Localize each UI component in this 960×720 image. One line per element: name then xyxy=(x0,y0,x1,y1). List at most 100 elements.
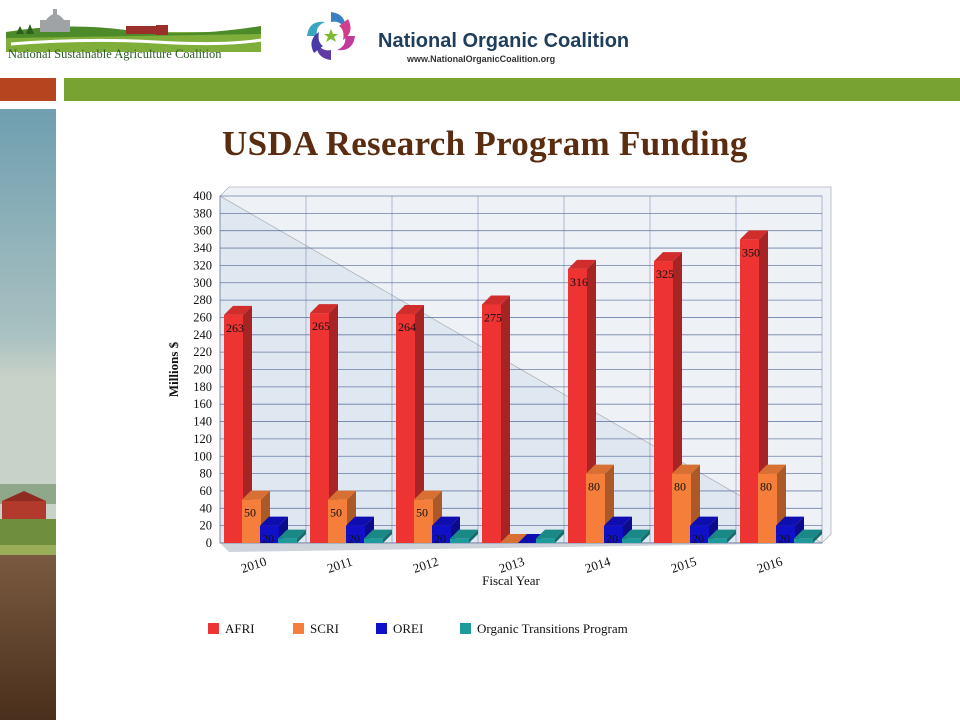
data-label: 263 xyxy=(226,321,244,335)
legend-item-afri: AFRI xyxy=(208,621,255,636)
bar-top xyxy=(310,304,338,314)
bar-organic-transitions-program-2010 xyxy=(278,529,306,543)
legend-label: Organic Transitions Program xyxy=(477,621,628,636)
bar-top xyxy=(278,529,306,539)
bar-side xyxy=(641,529,650,543)
bar-front xyxy=(224,314,243,543)
y-tick-label: 280 xyxy=(193,293,212,307)
bar-top xyxy=(242,490,270,500)
y-tick-label: 80 xyxy=(200,467,213,481)
bar-top xyxy=(482,295,510,305)
bar-front xyxy=(260,525,279,543)
data-label: 20 xyxy=(262,532,274,546)
bar-front xyxy=(758,473,777,543)
funding-chart: 0 20 40 60 80 100 120 140 160 180 200 220 240 260 280 3… xyxy=(166,186,832,636)
nsac-logo xyxy=(6,9,262,52)
bar-scri-2015 xyxy=(672,464,700,543)
data-label: 20 xyxy=(692,532,704,546)
bar-front xyxy=(364,538,383,543)
bar-front xyxy=(740,239,759,543)
data-label: 325 xyxy=(656,267,674,281)
bar-top xyxy=(622,529,650,539)
bar-top xyxy=(586,464,614,474)
x-tick-label: 2016 xyxy=(755,553,785,575)
y-tick-label: 340 xyxy=(193,241,212,255)
legend-label: SCRI xyxy=(310,621,339,636)
bar-side xyxy=(813,529,822,543)
plot-floor xyxy=(220,543,831,552)
noc-name: National Organic Coalition xyxy=(378,30,630,52)
data-label: 20 xyxy=(606,532,618,546)
y-tick-label: 320 xyxy=(193,258,212,272)
bar-front xyxy=(708,538,727,543)
bar-front xyxy=(432,525,451,543)
y-tick-label: 160 xyxy=(193,397,212,411)
bar-top xyxy=(450,529,478,539)
bar-orei-2011 xyxy=(346,516,374,543)
x-tick-label: 2010 xyxy=(239,554,268,576)
x-tick-label: 2014 xyxy=(583,553,613,575)
slide-header: National Sustainable Agriculture Coaliti… xyxy=(0,0,960,78)
farm-photo-strip xyxy=(0,109,56,720)
y-tick-label: 40 xyxy=(200,501,213,515)
accent-bar-green xyxy=(64,78,960,101)
y-tick-label: 380 xyxy=(193,206,212,220)
data-label: 50 xyxy=(330,506,342,520)
y-tick-label: 240 xyxy=(193,328,212,342)
legend-label: AFRI xyxy=(225,621,255,636)
bar-top xyxy=(794,529,822,539)
data-label: 50 xyxy=(416,506,428,520)
bar-front xyxy=(568,268,587,543)
legend-item-orei: OREI xyxy=(376,621,423,636)
x-tick-label: 2011 xyxy=(325,554,354,576)
bar-top xyxy=(740,230,768,240)
bar-front xyxy=(794,538,813,543)
bar-front xyxy=(310,313,329,543)
bar-front xyxy=(586,473,605,543)
bar-top xyxy=(690,516,718,526)
bar-front xyxy=(622,538,641,543)
bar-afri-2012 xyxy=(396,304,424,543)
bar-side xyxy=(501,295,510,543)
data-label: 50 xyxy=(244,506,256,520)
bar-organic-transitions-program-2012 xyxy=(450,529,478,543)
x-axis-title: Fiscal Year xyxy=(482,573,540,588)
bar-afri-2010 xyxy=(224,305,252,543)
bar-side xyxy=(555,529,564,543)
y-tick-label: 60 xyxy=(200,484,213,498)
bar-top xyxy=(224,305,252,315)
data-label: 20 xyxy=(348,532,360,546)
data-label: 265 xyxy=(312,319,330,333)
bar-front xyxy=(604,525,623,543)
noc-url: www.NationalOrganicCoalition.org xyxy=(407,54,556,64)
bar-top xyxy=(672,464,700,474)
bar-side xyxy=(297,529,306,543)
y-tick-label: 120 xyxy=(193,432,212,446)
legend-label: OREI xyxy=(393,621,423,636)
bar-front xyxy=(690,525,709,543)
bar-top xyxy=(432,516,460,526)
bar-front xyxy=(776,525,795,543)
bar-front xyxy=(278,538,297,543)
bar-top xyxy=(364,529,392,539)
bar-front xyxy=(450,538,469,543)
bar-top xyxy=(260,516,288,526)
y-tick-label: 400 xyxy=(193,189,212,203)
bar-top xyxy=(568,259,596,269)
bar-organic-transitions-program-2014 xyxy=(622,529,650,543)
bar-front xyxy=(346,525,365,543)
data-label: 264 xyxy=(398,320,416,334)
x-tick-label: 2015 xyxy=(669,554,698,576)
bar-side xyxy=(383,529,392,543)
data-label: 316 xyxy=(570,275,588,289)
bar-side xyxy=(415,304,424,543)
data-label: 80 xyxy=(588,480,600,494)
bar-organic-transitions-program-2015 xyxy=(708,529,736,543)
bar-front xyxy=(482,304,501,543)
y-tick-label: 140 xyxy=(193,415,212,429)
bar-orei-2010 xyxy=(260,516,288,543)
y-tick-label: 360 xyxy=(193,224,212,238)
data-label: 20 xyxy=(778,532,790,546)
bar-afri-2016 xyxy=(740,230,768,543)
bar-top xyxy=(346,516,374,526)
